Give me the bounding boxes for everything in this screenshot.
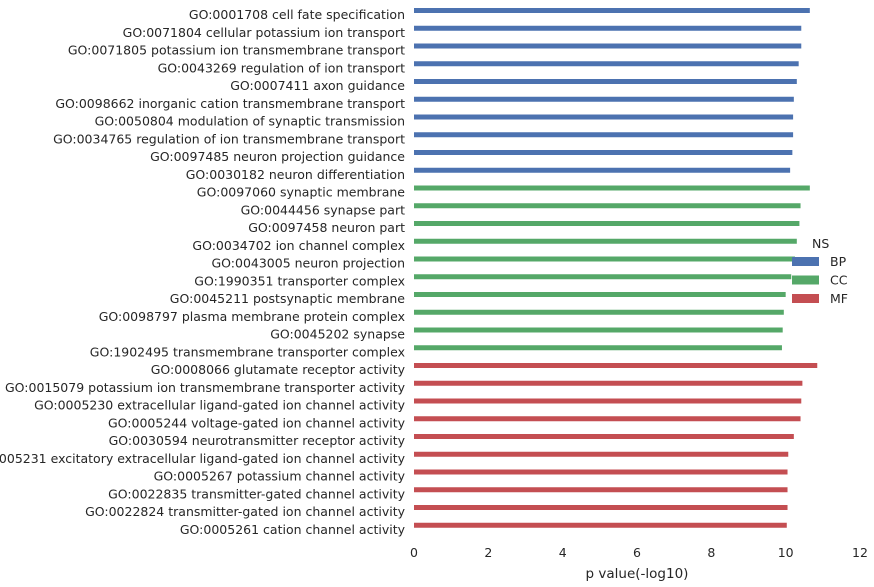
x-tick-label: 12 — [852, 545, 868, 560]
category-label: GO:0005231 excitatory extracellular liga… — [0, 451, 406, 466]
bar-cc — [414, 238, 797, 244]
bar-mf — [414, 469, 788, 475]
legend-label-cc: CC — [830, 273, 848, 288]
x-axis-label: p value(-log10) — [586, 566, 689, 582]
category-label: GO:0098797 plasma membrane protein compl… — [99, 309, 405, 324]
bar-cc — [414, 203, 801, 209]
bar-mf — [414, 398, 802, 404]
bar-cc — [414, 309, 784, 315]
category-label: GO:0034702 ion channel complex — [192, 238, 405, 253]
bars — [414, 8, 818, 528]
x-tick-label: 4 — [559, 545, 567, 560]
x-axis-ticks: 0 2 4 6 8 10 12 — [410, 545, 868, 560]
category-label: GO:0030594 neurotransmitter receptor act… — [109, 433, 406, 448]
bar-bp — [414, 114, 794, 120]
category-label: GO:0008066 glutamate receptor activity — [151, 362, 406, 377]
category-label: GO:0043269 regulation of ion transport — [158, 60, 406, 75]
category-label: GO:0022835 transmitter-gated channel act… — [108, 486, 405, 501]
category-labels: GO:0001708 cell fate specification GO:007… — [0, 7, 406, 537]
x-tick-label: 6 — [633, 545, 641, 560]
legend-swatch-bp — [792, 257, 819, 266]
bar-bp — [414, 61, 799, 67]
bar-bp — [414, 132, 794, 138]
legend-title: NS — [812, 236, 829, 251]
bar-bp — [414, 8, 810, 13]
category-label: GO:0097458 neuron part — [248, 220, 405, 235]
category-label: GO:0007411 axon guidance — [230, 78, 405, 93]
category-label: GO:0045211 postsynaptic membrane — [170, 291, 406, 306]
category-label: GO:0005267 potassium channel activity — [154, 469, 406, 484]
bar-cc — [414, 345, 782, 351]
bar-mf — [414, 522, 787, 528]
legend-label-bp: BP — [830, 254, 847, 269]
bar-bp — [414, 43, 802, 49]
category-label: GO:0005230 extracellular ligand-gated io… — [34, 398, 406, 413]
bar-cc — [414, 274, 792, 280]
bar-mf — [414, 505, 788, 510]
category-label: GO:1902495 transmembrane transporter com… — [90, 344, 405, 359]
category-label: GO:0050804 modulation of synaptic transm… — [95, 114, 405, 129]
category-label: GO:1990351 transporter complex — [194, 273, 405, 288]
category-label: GO:0022824 transmitter-gated ion channel… — [85, 504, 406, 519]
category-label: GO:0043005 neuron projection — [211, 256, 405, 271]
x-tick-label: 0 — [410, 545, 418, 560]
legend-swatch-mf — [792, 294, 819, 303]
bar-mf — [414, 380, 803, 386]
bar-bp — [414, 167, 791, 173]
category-label: GO:0044456 synapse part — [241, 202, 405, 217]
category-label: GO:0097060 synaptic membrane — [197, 185, 406, 200]
category-label: GO:0015079 potassium ion transmembrane t… — [5, 380, 406, 395]
bar-cc — [414, 292, 786, 297]
bar-mf — [414, 451, 789, 457]
category-label: GO:0098662 inorganic cation transmembran… — [55, 96, 405, 111]
bar-mf — [414, 363, 818, 368]
bar-bp — [414, 79, 797, 84]
category-label: GO:0097485 neuron projection guidance — [150, 149, 405, 164]
bar-bp — [414, 25, 802, 31]
legend-swatch-cc — [792, 275, 819, 285]
category-label: GO:0034765 regulation of ion transmembra… — [53, 131, 405, 146]
category-label: GO:0005261 cation channel activity — [180, 522, 406, 537]
legend-label-mf: MF — [830, 291, 848, 306]
bar-cc — [414, 256, 795, 262]
category-label: GO:0071804 cellular potassium ion transp… — [123, 25, 405, 40]
x-tick-label: 10 — [778, 545, 794, 560]
x-tick-label: 8 — [707, 545, 715, 560]
bar-mf — [414, 416, 801, 422]
bar-cc — [414, 185, 810, 191]
category-label: GO:0030182 neuron differentiation — [186, 167, 405, 182]
bar-bp — [414, 96, 794, 102]
category-label: GO:0005244 voltage-gated ion channel act… — [108, 415, 406, 430]
category-label: GO:0045202 synapse — [270, 327, 405, 342]
bar-mf — [414, 434, 794, 439]
category-label: GO:0001708 cell fate specification — [189, 7, 405, 22]
bar-cc — [414, 221, 800, 226]
category-label: GO:0071805 potassium ion transmembrane t… — [68, 43, 405, 58]
x-tick-label: 2 — [484, 545, 492, 560]
bar-cc — [414, 327, 783, 333]
bar-mf — [414, 487, 788, 493]
bar-bp — [414, 150, 793, 155]
legend: NS BP CC MF — [792, 236, 848, 306]
